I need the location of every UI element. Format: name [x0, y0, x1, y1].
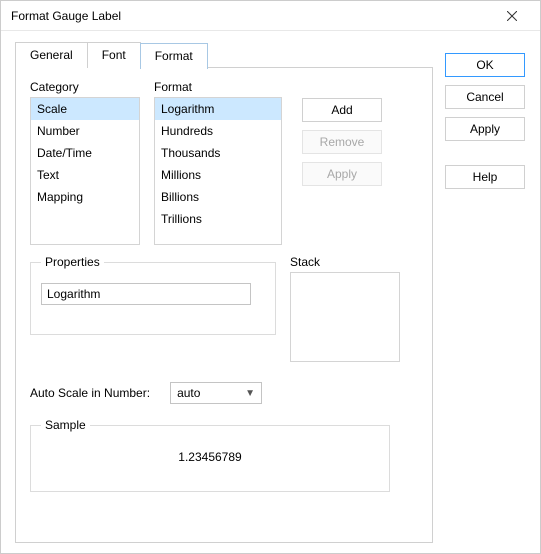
- dialog-window: Format Gauge Label General Font Format C…: [0, 0, 541, 554]
- tab-strip: General Font Format: [15, 41, 433, 67]
- list-item[interactable]: Billions: [155, 186, 281, 208]
- stack-label: Stack: [290, 255, 418, 269]
- dialog-buttons: OK Cancel Apply Help: [433, 41, 530, 543]
- list-item[interactable]: Logarithm: [155, 98, 281, 120]
- titlebar: Format Gauge Label: [1, 1, 540, 31]
- apply-button[interactable]: Apply: [445, 117, 525, 141]
- apply-format-button[interactable]: Apply: [302, 162, 382, 186]
- stack-listbox[interactable]: [290, 272, 400, 362]
- tab-general[interactable]: General: [15, 42, 88, 68]
- list-item[interactable]: Hundreds: [155, 120, 281, 142]
- properties-group: Properties: [30, 255, 276, 335]
- sample-legend: Sample: [41, 418, 90, 432]
- category-label: Category: [30, 80, 140, 94]
- window-title: Format Gauge Label: [11, 9, 492, 23]
- sample-group: Sample 1.23456789: [30, 418, 390, 492]
- close-icon[interactable]: [492, 2, 532, 30]
- remove-button[interactable]: Remove: [302, 130, 382, 154]
- list-item[interactable]: Trillions: [155, 208, 281, 230]
- list-item[interactable]: Scale: [31, 98, 139, 120]
- autoscale-select[interactable]: auto ▼: [170, 382, 262, 404]
- list-item[interactable]: Date/Time: [31, 142, 139, 164]
- cancel-button[interactable]: Cancel: [445, 85, 525, 109]
- autoscale-value: auto: [177, 386, 245, 400]
- list-item[interactable]: Millions: [155, 164, 281, 186]
- category-listbox[interactable]: Scale Number Date/Time Text Mapping: [30, 97, 140, 245]
- format-listbox[interactable]: Logarithm Hundreds Thousands Millions Bi…: [154, 97, 282, 245]
- help-button[interactable]: Help: [445, 165, 525, 189]
- list-item[interactable]: Text: [31, 164, 139, 186]
- add-button[interactable]: Add: [302, 98, 382, 122]
- chevron-down-icon: ▼: [245, 388, 255, 399]
- sample-value: 1.23456789: [178, 450, 241, 464]
- list-item[interactable]: Thousands: [155, 142, 281, 164]
- ok-button[interactable]: OK: [445, 53, 525, 77]
- format-label: Format: [154, 80, 282, 94]
- tab-font[interactable]: Font: [87, 42, 141, 68]
- list-item[interactable]: Mapping: [31, 186, 139, 208]
- tab-format[interactable]: Format: [140, 43, 208, 69]
- tab-panel-format: Category Scale Number Date/Time Text Map…: [15, 67, 433, 543]
- properties-input[interactable]: [41, 283, 251, 305]
- properties-legend: Properties: [41, 255, 104, 269]
- autoscale-label: Auto Scale in Number:: [30, 386, 150, 400]
- list-item[interactable]: Number: [31, 120, 139, 142]
